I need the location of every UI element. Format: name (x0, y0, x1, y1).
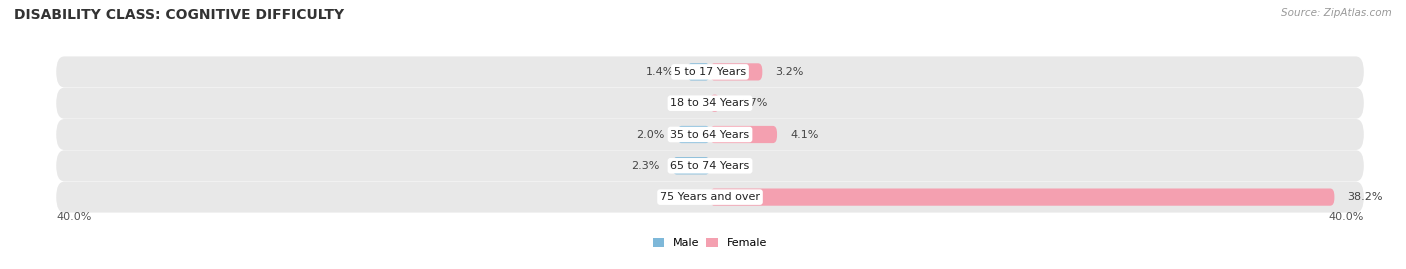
Text: 0.0%: 0.0% (723, 161, 751, 171)
Legend: Male, Female: Male, Female (648, 234, 772, 253)
Text: Source: ZipAtlas.com: Source: ZipAtlas.com (1281, 8, 1392, 18)
Text: 0.57%: 0.57% (733, 98, 768, 108)
Text: 0.0%: 0.0% (669, 98, 697, 108)
FancyBboxPatch shape (56, 182, 1364, 213)
FancyBboxPatch shape (710, 95, 720, 112)
Text: 3.2%: 3.2% (776, 67, 804, 77)
Text: 35 to 64 Years: 35 to 64 Years (671, 129, 749, 140)
FancyBboxPatch shape (56, 150, 1364, 181)
Text: 40.0%: 40.0% (56, 213, 91, 222)
Text: 65 to 74 Years: 65 to 74 Years (671, 161, 749, 171)
Text: 0.0%: 0.0% (669, 192, 697, 202)
Text: 75 Years and over: 75 Years and over (659, 192, 761, 202)
FancyBboxPatch shape (672, 157, 710, 174)
Text: DISABILITY CLASS: COGNITIVE DIFFICULTY: DISABILITY CLASS: COGNITIVE DIFFICULTY (14, 8, 344, 22)
Text: 38.2%: 38.2% (1347, 192, 1384, 202)
Text: 2.3%: 2.3% (631, 161, 659, 171)
Text: 1.4%: 1.4% (645, 67, 673, 77)
FancyBboxPatch shape (56, 56, 1364, 87)
Text: 5 to 17 Years: 5 to 17 Years (673, 67, 747, 77)
FancyBboxPatch shape (688, 63, 710, 80)
FancyBboxPatch shape (56, 88, 1364, 119)
FancyBboxPatch shape (678, 126, 710, 143)
FancyBboxPatch shape (710, 63, 762, 80)
Text: 2.0%: 2.0% (636, 129, 664, 140)
FancyBboxPatch shape (56, 119, 1364, 150)
Text: 4.1%: 4.1% (790, 129, 818, 140)
Text: 40.0%: 40.0% (1329, 213, 1364, 222)
FancyBboxPatch shape (710, 189, 1334, 206)
FancyBboxPatch shape (710, 126, 778, 143)
Text: 18 to 34 Years: 18 to 34 Years (671, 98, 749, 108)
